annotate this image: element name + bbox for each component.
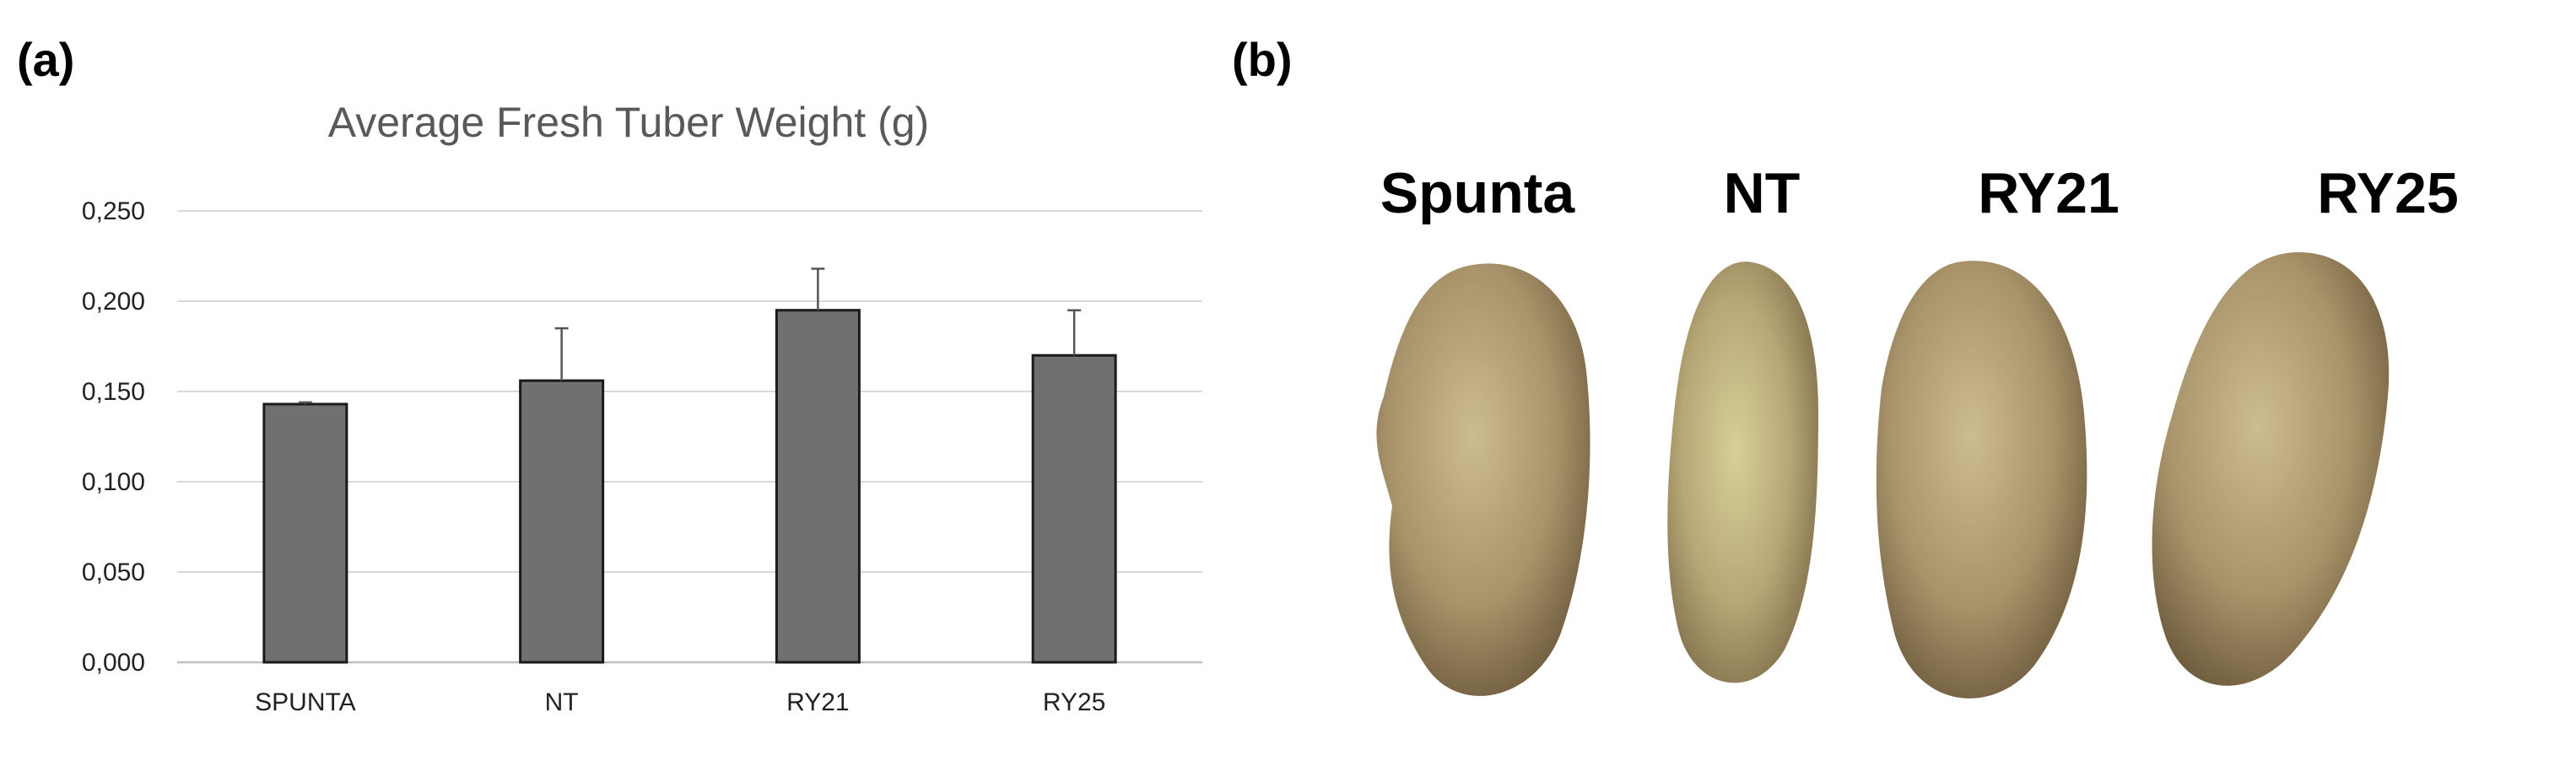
x-category-label: SPUNTA	[255, 688, 355, 716]
tuber-ry25	[2152, 252, 2390, 686]
error-bars	[298, 267, 1082, 404]
tuber-ry21	[1876, 261, 2087, 699]
y-tick-label: 0,250	[82, 197, 145, 225]
tuber-nt	[1667, 262, 1818, 683]
panel-b-label: (b)	[1232, 33, 1293, 86]
photo-label-ry21: RY21	[1978, 161, 2120, 225]
photo-label-ry25: RY25	[2317, 161, 2459, 225]
bars	[262, 309, 1117, 664]
x-category-label: NT	[545, 688, 579, 716]
bar-ry21	[775, 309, 861, 664]
x-axis-categories: SPUNTA NT RY21 RY25	[255, 688, 1105, 716]
photo-label-spunta: Spunta	[1380, 161, 1575, 225]
y-tick-label: 0,150	[82, 378, 145, 406]
x-category-label: RY25	[1043, 688, 1106, 716]
x-category-label: RY21	[786, 688, 850, 716]
bar-chart: Average Fresh Tuber Weight (g) 0,000 0,05…	[82, 99, 1202, 716]
bar-spunta	[262, 402, 348, 664]
y-tick-label: 0,000	[82, 649, 145, 677]
chart-title: Average Fresh Tuber Weight (g)	[328, 99, 929, 146]
bar-ry25	[1031, 354, 1117, 664]
y-axis-ticks: 0,000 0,050 0,100 0,150 0,200 0,250	[82, 197, 145, 677]
grid-lines	[177, 210, 1202, 664]
y-tick-label: 0,100	[82, 468, 145, 496]
tuber-spunta	[1376, 263, 1590, 696]
y-tick-label: 0,050	[82, 559, 145, 586]
y-tick-label: 0,200	[82, 288, 145, 316]
potato-tubers-photo	[1376, 252, 2390, 699]
panel-a-label: (a)	[17, 33, 75, 86]
bar-nt	[519, 379, 605, 664]
photo-label-nt: NT	[1723, 161, 1801, 225]
